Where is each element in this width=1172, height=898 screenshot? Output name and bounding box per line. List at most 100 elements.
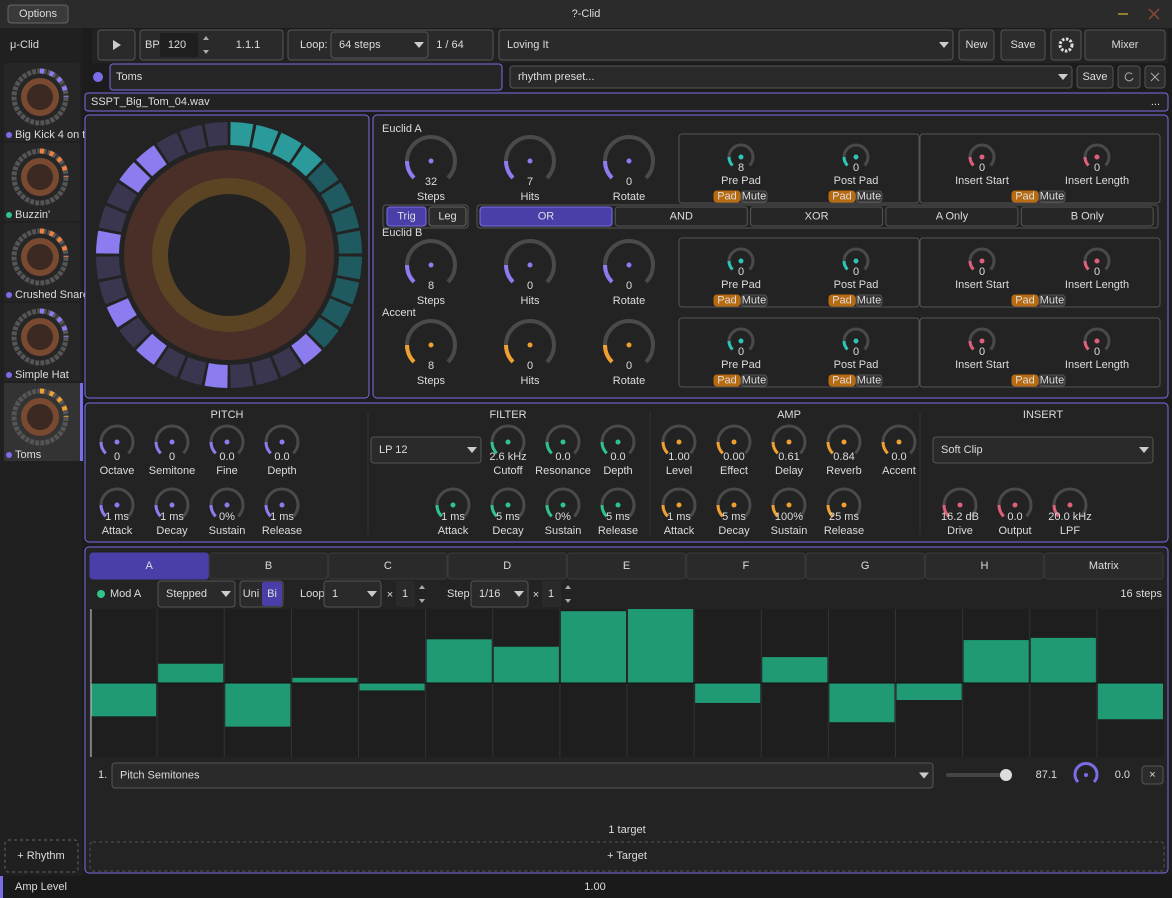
mute-button[interactable]: [1038, 374, 1066, 387]
spin-arrows: [203, 36, 209, 54]
pad-button[interactable]: [828, 374, 856, 387]
mod-tab[interactable]: [89, 552, 209, 580]
knob-arc: [842, 156, 849, 167]
knob-value: 0: [527, 280, 533, 292]
knob-dot: [676, 439, 682, 445]
filter-type-select[interactable]: [370, 436, 482, 464]
mod-mode-select[interactable]: [157, 580, 236, 608]
mute-button[interactable]: [740, 190, 768, 203]
knob-arc: [1083, 156, 1090, 167]
track-name-field[interactable]: [109, 63, 503, 91]
mod-tab[interactable]: [686, 552, 806, 580]
knob-dot: [853, 154, 859, 160]
pad-button[interactable]: [713, 190, 741, 203]
step-select-text: 1/16: [479, 588, 500, 600]
knob-value: 0: [626, 360, 632, 372]
knob-label: Semitone: [149, 465, 195, 477]
save-button[interactable]: [1000, 29, 1046, 61]
options-button[interactable]: [7, 4, 69, 24]
remove-target-button[interactable]: [1141, 765, 1164, 785]
add-rhythm-button[interactable]: [4, 839, 79, 873]
target-count: 1 target: [608, 824, 645, 836]
pad-button[interactable]: [828, 294, 856, 307]
knob-dot: [979, 154, 985, 160]
mode-button[interactable]: [885, 206, 1019, 227]
mode-button[interactable]: [750, 206, 884, 227]
amount-slider[interactable]: [946, 773, 1006, 777]
target-select[interactable]: [111, 762, 934, 789]
knob-dot: [560, 439, 566, 445]
knob-value: 8: [738, 162, 744, 174]
mute-button[interactable]: [855, 374, 883, 387]
rhythm-save-button[interactable]: [1076, 65, 1114, 89]
step-bar: [896, 683, 962, 701]
step-segment: [251, 357, 279, 386]
knob-value: 0: [626, 280, 632, 292]
step-segment: [230, 122, 254, 147]
target-amount: 87.1: [1036, 769, 1057, 781]
mod-tab[interactable]: [566, 552, 687, 580]
knob-arc: [405, 344, 416, 364]
step-segment: [291, 145, 322, 177]
track-dot: [6, 132, 12, 138]
step-segment: [204, 363, 228, 388]
mute-button[interactable]: [855, 190, 883, 203]
knob-value: 0: [853, 266, 859, 278]
pad-button[interactable]: [1011, 190, 1039, 203]
reset-button[interactable]: [1117, 65, 1141, 89]
knob-dot: [786, 439, 792, 445]
pad-button[interactable]: [828, 190, 856, 203]
loop-select[interactable]: [323, 580, 382, 608]
loop-select-text: 64 steps: [339, 39, 381, 51]
mute-button[interactable]: [740, 374, 768, 387]
pad-group: [919, 133, 1161, 204]
pad-button[interactable]: [1011, 374, 1039, 387]
pad-button[interactable]: [713, 294, 741, 307]
add-target-button[interactable]: [89, 841, 1165, 872]
knob-label: Pre Pad: [721, 279, 761, 291]
mode-button[interactable]: [614, 206, 748, 227]
dropdown-arrow: [414, 42, 424, 48]
knob-arc: [99, 441, 107, 455]
track-dot: [6, 292, 12, 298]
mode-button[interactable]: [479, 206, 613, 227]
new-button[interactable]: [958, 29, 995, 61]
insert-type-select-text: Soft Clip: [941, 444, 983, 456]
add-target-label: + Target: [607, 850, 647, 862]
mute-button[interactable]: [1038, 294, 1066, 307]
knob-arc: [504, 264, 515, 284]
mod-tab[interactable]: [328, 552, 448, 580]
mute-button[interactable]: [855, 294, 883, 307]
mute-button[interactable]: [740, 294, 768, 307]
step-select[interactable]: [470, 580, 529, 608]
mod-tab[interactable]: [447, 552, 567, 580]
mute-button[interactable]: [1038, 190, 1066, 203]
step-segment: [106, 298, 137, 328]
preset-select[interactable]: [498, 29, 954, 61]
rhythm-preset-select[interactable]: [509, 65, 1073, 89]
mod-tab[interactable]: [208, 552, 329, 580]
mode-button[interactable]: [1020, 206, 1154, 227]
mixer-button[interactable]: [1084, 29, 1166, 61]
mod-tab-label: B: [265, 560, 272, 572]
knob-dot: [1094, 338, 1100, 344]
settings-button[interactable]: [1050, 29, 1082, 61]
step-segment: [96, 256, 121, 280]
pad-button[interactable]: [713, 374, 741, 387]
knob-value: 5 ms: [606, 511, 630, 523]
track-ring-lit: [39, 68, 69, 98]
mod-tab[interactable]: [805, 552, 925, 580]
knob-arc: [435, 504, 443, 518]
leg-button[interactable]: [428, 206, 467, 227]
mod-tab[interactable]: [924, 552, 1045, 580]
mod-tab[interactable]: [1044, 552, 1164, 580]
step-segment: [230, 363, 254, 388]
knob-value: 2.6 kHz: [489, 451, 526, 463]
trig-button[interactable]: [386, 206, 427, 227]
loop-select[interactable]: [330, 31, 429, 59]
dropdown-arrow: [221, 591, 231, 597]
step-bar: [158, 663, 224, 683]
insert-type-select[interactable]: [932, 436, 1154, 464]
knob-value: 7: [527, 176, 533, 188]
pad-button[interactable]: [1011, 294, 1039, 307]
